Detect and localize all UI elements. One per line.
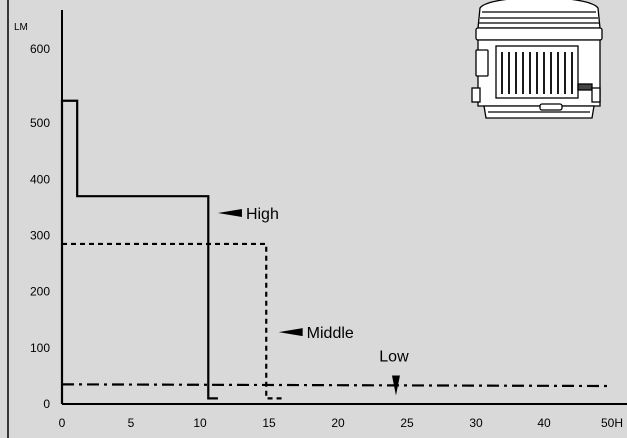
x-tick-label: 25 [400,416,414,430]
y-axis-unit-label: LM [14,22,28,33]
arrow-middle [278,328,303,337]
x-tick-label: 30 [469,416,483,430]
y-tick-label: 500 [30,116,50,130]
x-tick-label: 5 [128,416,135,430]
x-tick-label: 20 [331,416,345,430]
series-lines [60,99,613,404]
x-tick-label: 15 [262,416,276,430]
annotation-middle: Middle [307,325,354,342]
series-line-middle [62,242,283,400]
x-tick-label: 50H [601,416,623,430]
y-tick-label: 300 [30,229,50,243]
x-tick-label: 40 [537,416,551,430]
arrow-low [391,375,400,396]
tick-labels: 0 100 200 300 400 500 600 0 5 10 15 20 25 30 40 50H [30,42,623,430]
annotation-high: High [246,206,279,223]
x-tick-label: 10 [193,416,207,430]
y-tick-label: 100 [30,341,50,355]
series-line-low [61,383,613,388]
x-tick-label: 0 [59,416,66,430]
annotations: High Middle Low [217,206,409,396]
y-tick-label: 600 [30,42,50,56]
y-tick-label: 200 [30,285,50,299]
series-line-high [60,99,218,404]
y-tick-label: 0 [43,397,50,411]
luminaire-product-icon [471,0,603,119]
annotation-low: Low [379,348,409,365]
y-tick-label: 400 [30,172,50,186]
arrow-high [217,209,242,218]
